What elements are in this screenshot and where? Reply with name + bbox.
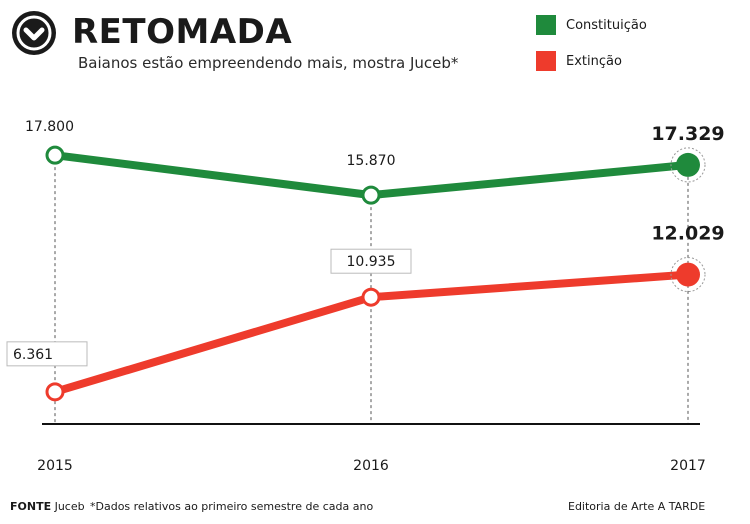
x-tick-label-2015: 2015 — [37, 458, 73, 474]
data-point-0-0 — [45, 145, 65, 165]
page-subtitle: Baianos estão empreendendo mais, mostra … — [78, 54, 459, 72]
data-point-1-1 — [361, 287, 381, 307]
chevron-down-icon — [12, 11, 56, 55]
data-label-box-1-0 — [6, 341, 88, 367]
credit: Editoria de Arte A TARDE — [568, 500, 706, 513]
chart-legend: Constituição Extinção — [536, 14, 647, 86]
source-note: FONTE Juceb — [10, 500, 85, 513]
data-label-1-0: 6.361 — [13, 347, 53, 363]
x-tick-label-2016: 2016 — [353, 458, 389, 474]
data-label-0-1: 15.870 — [347, 153, 396, 169]
source-value: Juceb — [54, 500, 85, 513]
data-point-0-2 — [676, 152, 700, 177]
data-label-0-2: 17.329 — [651, 123, 724, 145]
data-label-1-2: 12.029 — [651, 223, 724, 245]
data-point-1-2 — [676, 262, 700, 287]
point-halo-0-2 — [670, 147, 706, 183]
data-point-1-0 — [45, 382, 65, 402]
legend-label-extincao: Extinção — [566, 53, 622, 69]
data-point-0-1 — [361, 185, 381, 205]
legend-swatch-constituicao — [536, 15, 556, 35]
point-halo-1-2 — [670, 257, 706, 293]
data-label-box-1-1 — [330, 248, 412, 274]
legend-item-constituicao: Constituição — [536, 14, 647, 36]
legend-item-extincao: Extinção — [536, 50, 647, 72]
legend-label-constituicao: Constituição — [566, 17, 647, 33]
data-label-0-0: 17.800 — [25, 119, 74, 135]
page-title: RETOMADA — [72, 12, 293, 52]
source-label: FONTE — [10, 500, 52, 513]
data-label-1-1: 10.935 — [347, 254, 396, 270]
footnote: *Dados relativos ao primeiro semestre de… — [90, 500, 374, 513]
legend-swatch-extincao — [536, 51, 556, 71]
x-tick-label-2017: 2017 — [670, 458, 706, 474]
